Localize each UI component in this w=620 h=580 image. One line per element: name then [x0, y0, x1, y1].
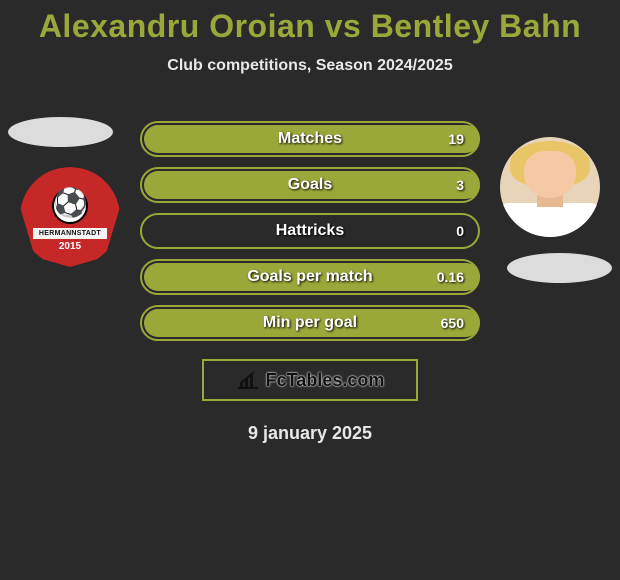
page-title: Alexandru Oroian vs Bentley Bahn	[0, 0, 620, 45]
stat-label: Hattricks	[276, 222, 344, 240]
player-face	[524, 151, 576, 198]
left-ellipse-shadow	[8, 117, 113, 147]
stat-bar: Matches 19	[140, 121, 480, 157]
right-ellipse-shadow	[507, 253, 612, 283]
player-shirt	[500, 203, 600, 237]
club-year: 2015	[59, 241, 81, 252]
stats-container: HERMANNSTADT 2015 Matches 19 Goals 3 Hattric…	[0, 117, 620, 341]
footer-date: 9 january 2025	[0, 423, 620, 444]
stat-right-value: 3	[436, 177, 464, 193]
stat-label: Matches	[278, 130, 342, 148]
stat-bar: Min per goal 650	[140, 305, 480, 341]
stat-bar: Goals 3	[140, 167, 480, 203]
bar-chart-icon	[236, 370, 260, 390]
stat-label: Goals per match	[247, 268, 372, 286]
left-avatar-club-badge: HERMANNSTADT 2015	[20, 167, 120, 267]
stat-right-value: 650	[436, 315, 464, 331]
soccer-ball-icon	[52, 188, 88, 224]
stat-label: Goals	[288, 176, 332, 194]
stat-right-value: 0.16	[436, 269, 464, 285]
fctables-text: FcTables.com	[266, 370, 385, 391]
stat-right-value: 0	[436, 223, 464, 239]
stat-bar: Goals per match 0.16	[140, 259, 480, 295]
player-face-illustration	[500, 137, 600, 237]
stat-bars: Matches 19 Goals 3 Hattricks 0 Goals per match…	[140, 117, 480, 341]
stat-label: Min per goal	[263, 314, 357, 332]
club-name-ribbon: HERMANNSTADT	[33, 228, 107, 239]
stat-right-value: 19	[436, 131, 464, 147]
right-avatar-player	[500, 137, 600, 237]
fctables-branding-box: FcTables.com	[202, 359, 418, 401]
subtitle: Club competitions, Season 2024/2025	[0, 57, 620, 75]
club-badge: HERMANNSTADT 2015	[20, 167, 120, 267]
stat-bar: Hattricks 0	[140, 213, 480, 249]
